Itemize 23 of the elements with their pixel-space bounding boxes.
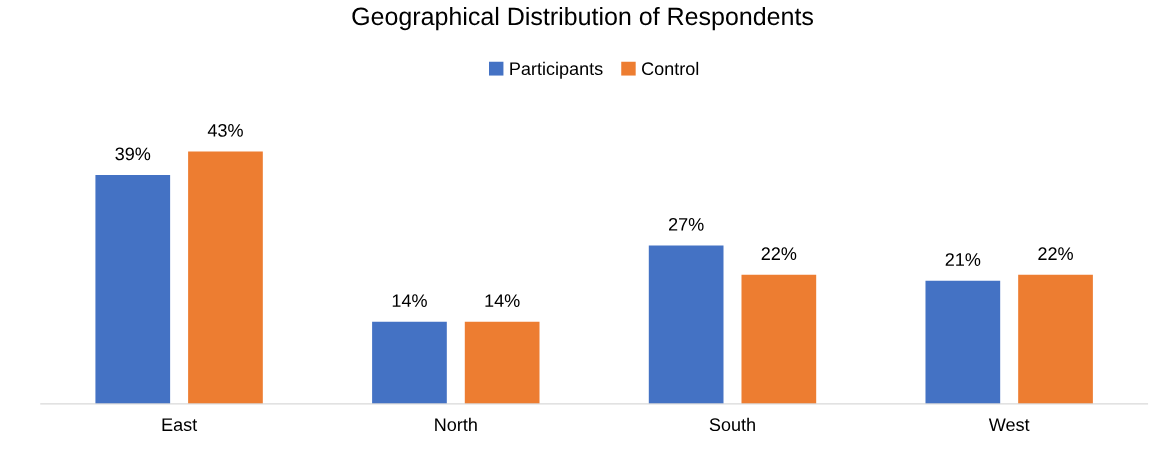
bar [925,280,1001,404]
data-label: 43% [207,124,243,137]
data-label: 22% [761,247,797,261]
bar [1018,274,1093,404]
data-label: 14% [485,294,520,307]
data-label: 27% [668,217,704,231]
data-label: 21% [945,253,981,266]
data-label: 14% [392,294,427,307]
data-label: 22% [1038,247,1073,261]
x-tick-label: East [162,418,198,432]
bar [95,174,171,404]
bar [188,151,263,404]
bar [648,245,724,404]
bar [464,321,540,404]
legend-label: Control [642,61,699,76]
bar [372,321,447,404]
x-tick-label: North [435,417,477,432]
data-label: 39% [115,147,151,161]
chart-title: Geographical Distribution of Respondents [352,6,813,31]
x-tick-label: West [988,418,1030,432]
legend-label: Participants [510,61,603,79]
bar [741,274,817,404]
x-tick-label: South [709,417,755,432]
